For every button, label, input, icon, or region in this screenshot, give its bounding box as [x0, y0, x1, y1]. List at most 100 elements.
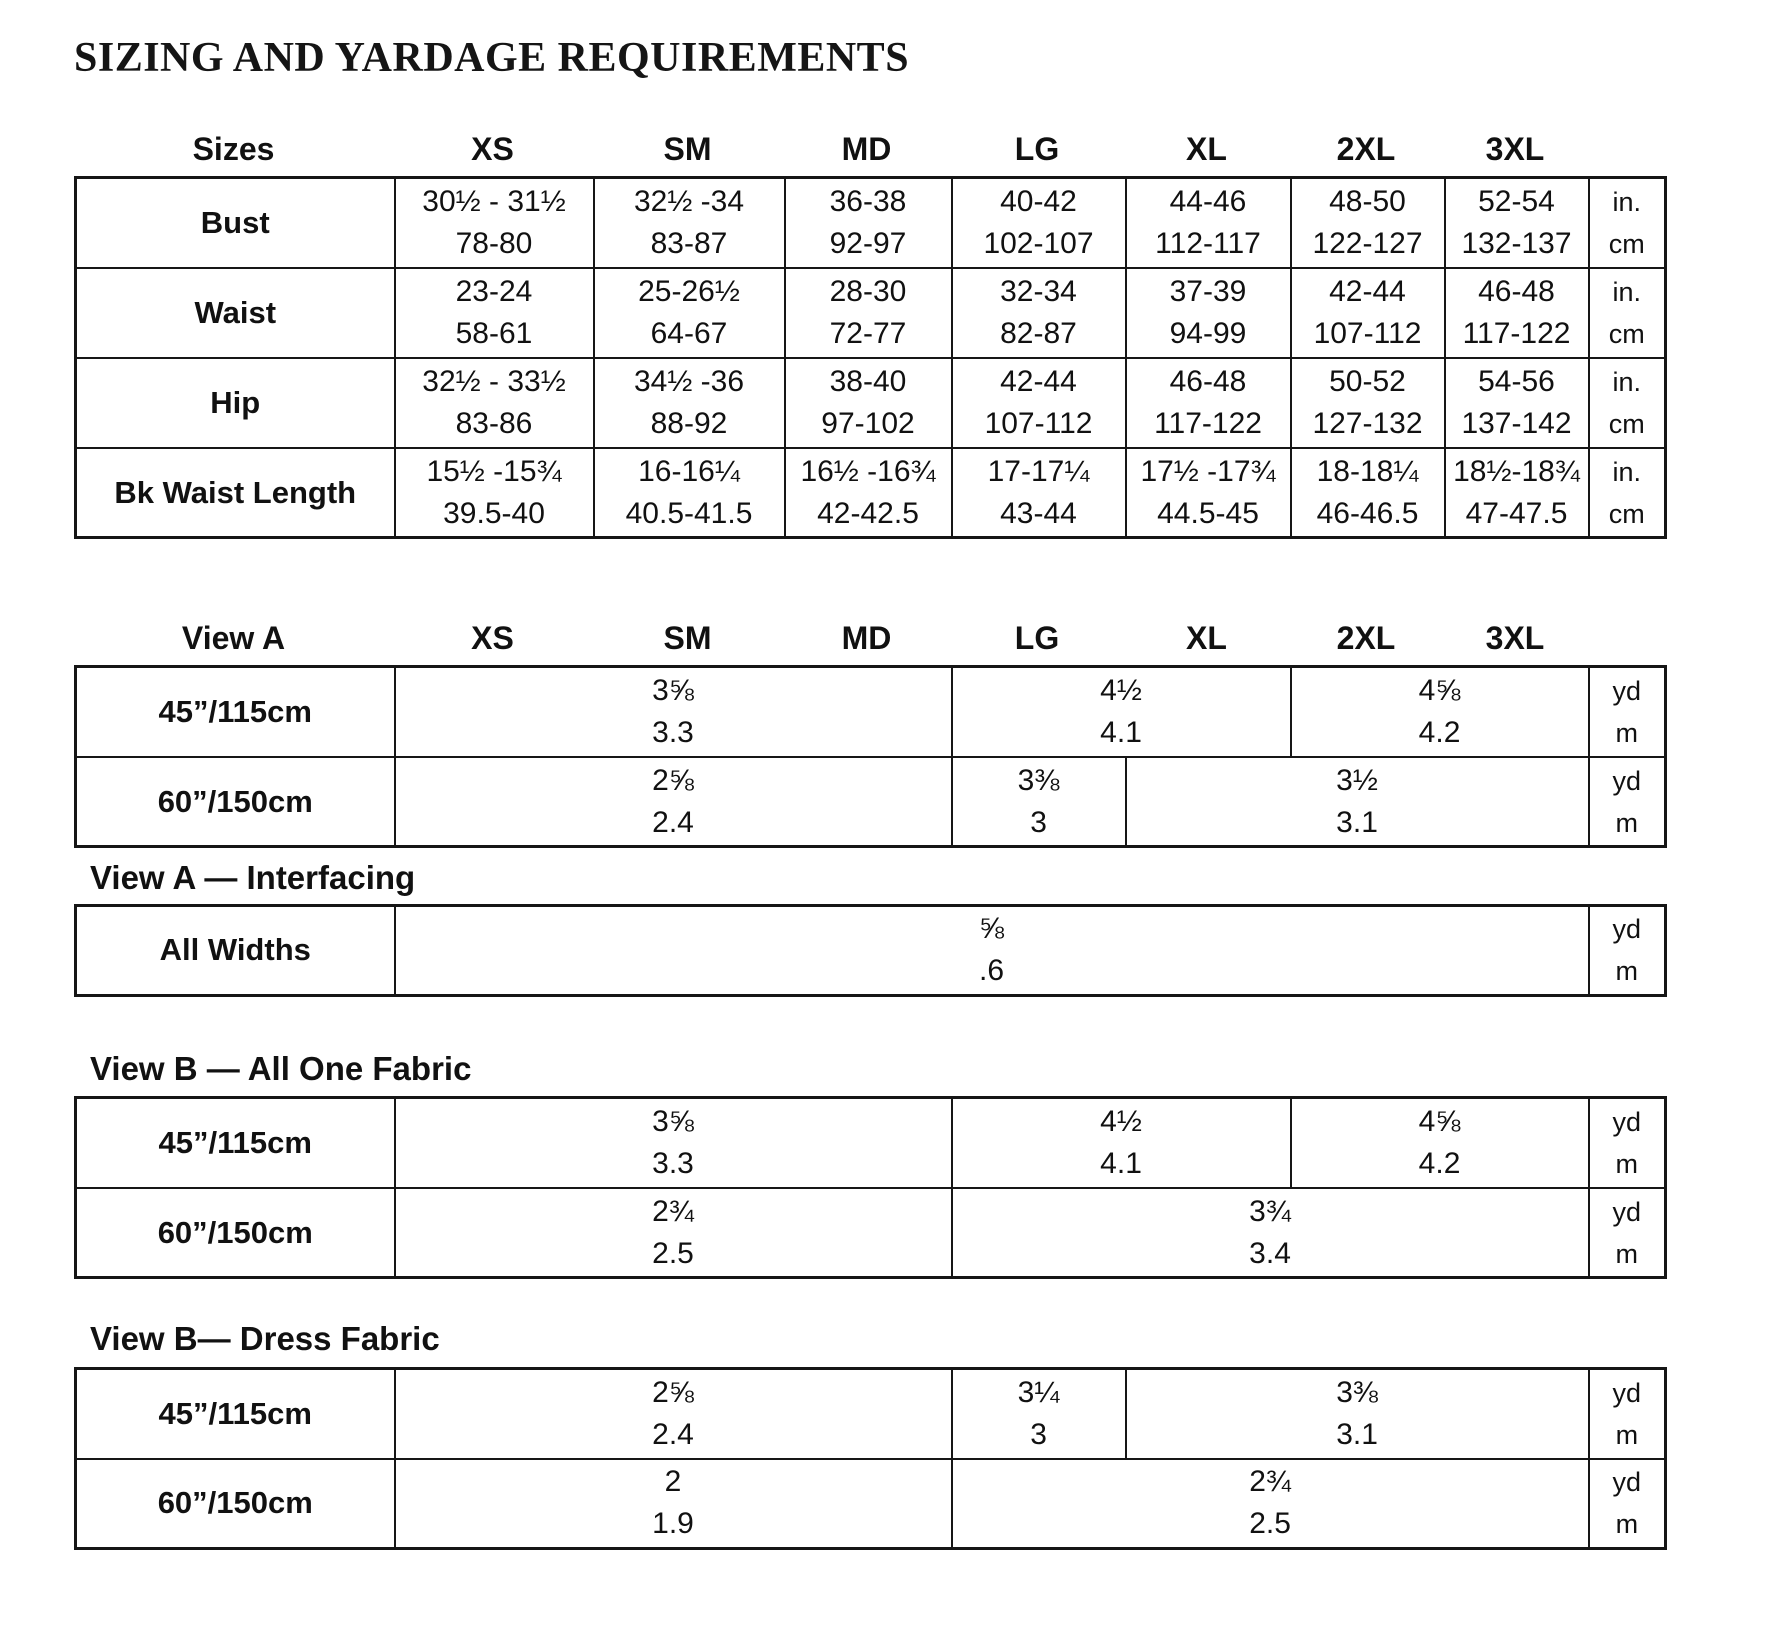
- fabric-width-label: 45”/115cm: [74, 1367, 396, 1460]
- yardage-cell: 2⅝ 2.4: [393, 1367, 953, 1460]
- view-b-dress-fabric-table: 45”/115cm 2⅝ 2.4 3¼ 3 3⅜ 3.1 yd m 60”/150cm …: [74, 1367, 1668, 1551]
- meters-value: 4.1: [1100, 716, 1142, 750]
- size-cell: 32½ - 33½ 83-86: [393, 356, 595, 449]
- size-cell: 42-44 107-112: [950, 356, 1127, 449]
- size-header-xl: XL: [1186, 131, 1227, 168]
- metric-value: 42-42.5: [817, 496, 919, 530]
- metric-value: 112-117: [1155, 227, 1261, 261]
- unit-yd: yd: [1612, 1377, 1642, 1408]
- table-row-60in: 60”/150cm 2⅝ 2.4 3⅜ 3 3½ 3.1 yd m: [74, 755, 1667, 848]
- header-row: Sizes XS SM MD LG XL 2XL 3XL: [74, 130, 1664, 176]
- metric-value: 83-87: [650, 227, 728, 261]
- size-header-2xl: 2XL: [1336, 620, 1396, 657]
- section-heading-view-b-all-one-fabric: View B — All One Fabric: [90, 1049, 472, 1087]
- sizing-table: Bust 30½ - 31½ 78-80 32½ -34 83-87 36-38 92…: [74, 176, 1667, 540]
- size-cell: 16½ -16¾ 42-42.5: [783, 446, 953, 539]
- size-cell: 37-39 94-99: [1124, 266, 1292, 359]
- size-cell: 23-24 58-61: [393, 266, 595, 359]
- imperial-value: 42-44: [1000, 364, 1077, 398]
- unit-yd: yd: [1612, 914, 1642, 945]
- imperial-value: 25-26½: [638, 274, 740, 308]
- unit-yd: yd: [1612, 1467, 1642, 1498]
- imperial-value: 15½ -15¾: [426, 454, 562, 488]
- table-row-60in: 60”/150cm 2¾ 2.5 3¾ 3.4 yd m: [74, 1186, 1667, 1279]
- yards-value: 3⅜: [1336, 1375, 1378, 1409]
- size-header-xs: XS: [471, 620, 514, 657]
- meters-value: 4.2: [1418, 716, 1461, 750]
- unit-m: m: [1615, 718, 1639, 749]
- size-cell: 15½ -15¾ 39.5-40: [393, 446, 595, 539]
- fabric-width-label: 60”/150cm: [74, 1457, 396, 1550]
- fabric-width-label: All Widths: [74, 904, 396, 997]
- header-row: View A XS SM MD LG XL 2XL 3XL: [74, 619, 1664, 665]
- yards-value: 3⅝: [652, 1105, 694, 1139]
- imperial-value: 23-24: [455, 274, 533, 308]
- metric-value: 107-112: [1313, 316, 1422, 350]
- size-header-sm: SM: [663, 131, 712, 168]
- size-cell: 30½ - 31½ 78-80: [393, 176, 595, 269]
- unit-m: m: [1615, 1509, 1639, 1540]
- yardage-cell: 2 1.9: [393, 1457, 953, 1550]
- unit-cell: yd m: [1587, 1367, 1667, 1460]
- metric-value: 88-92: [650, 406, 728, 440]
- corner-label-view-a: View A: [181, 620, 286, 657]
- size-cell: 16-16¼ 40.5-41.5: [592, 446, 786, 539]
- yards-value: 3⅜: [1017, 763, 1060, 797]
- imperial-value: 37-39: [1169, 274, 1247, 308]
- fabric-width-label: 60”/150cm: [74, 1186, 396, 1279]
- metric-value: 97-102: [821, 406, 915, 440]
- yards-value: 2¾: [652, 1194, 694, 1228]
- imperial-value: 48-50: [1329, 185, 1406, 219]
- imperial-value: 40-42: [1000, 185, 1077, 219]
- unit-cell: in. cm: [1587, 446, 1667, 539]
- meters-value: .6: [978, 954, 1005, 988]
- table-row-45in: 45”/115cm 2⅝ 2.4 3¼ 3 3⅜ 3.1 yd m: [74, 1367, 1667, 1460]
- unit-cell: yd m: [1587, 665, 1667, 758]
- meters-value: 3.1: [1336, 805, 1378, 839]
- unit-inches: in.: [1612, 456, 1642, 487]
- metric-value: 132-137: [1461, 227, 1572, 261]
- unit-header-spacer: [1587, 130, 1664, 176]
- yardage-cell: 4⅝ 4.2: [1289, 665, 1590, 758]
- imperial-value: 44-46: [1169, 185, 1247, 219]
- yardage-cell: 4½ 4.1: [950, 665, 1292, 758]
- metric-value: 127-132: [1312, 406, 1423, 440]
- metric-value: 83-86: [455, 406, 533, 440]
- unit-cell: yd m: [1587, 1457, 1667, 1550]
- metric-value: 40.5-41.5: [625, 496, 753, 530]
- size-cell: 52-54 132-137: [1443, 176, 1590, 269]
- yards-value: 3¼: [1017, 1375, 1060, 1409]
- yards-value: 4⅝: [1418, 674, 1461, 708]
- row-label: Bk Waist Length: [74, 446, 396, 539]
- imperial-value: 32½ - 33½: [422, 364, 566, 398]
- unit-cell: yd m: [1587, 1186, 1667, 1279]
- meters-value: 3.4: [1249, 1236, 1291, 1270]
- yards-value: 4½: [1100, 674, 1142, 708]
- size-header-3xl: 3XL: [1485, 620, 1545, 657]
- size-cell: 44-46 112-117: [1124, 176, 1292, 269]
- yardage-cell: 3¾ 3.4: [950, 1186, 1590, 1279]
- meters-value: 3: [1030, 1417, 1047, 1451]
- meters-value: 3.3: [652, 1147, 694, 1181]
- row-label: Bust: [74, 176, 396, 269]
- unit-inches: in.: [1612, 366, 1642, 397]
- table-row-bust: Bust 30½ - 31½ 78-80 32½ -34 83-87 36-38 92…: [74, 176, 1667, 269]
- fabric-width-label: 60”/150cm: [74, 755, 396, 848]
- imperial-value: 38-40: [829, 364, 907, 398]
- size-cell: 34½ -36 88-92: [592, 356, 786, 449]
- size-cell: 17½ -17¾ 44.5-45: [1124, 446, 1292, 539]
- yards-value: 2⅝: [652, 1375, 694, 1409]
- metric-value: 46-46.5: [1316, 496, 1419, 530]
- meters-value: 1.9: [652, 1507, 694, 1541]
- table-row-bk-waist-length: Bk Waist Length 15½ -15¾ 39.5-40 16-16¼ 40…: [74, 446, 1667, 539]
- meters-value: 3: [1030, 805, 1047, 839]
- section-heading-view-b-dress-fabric: View B— Dress Fabric: [90, 1320, 440, 1358]
- yardage-cell: ⅝ .6: [393, 904, 1590, 997]
- unit-yd: yd: [1612, 1196, 1642, 1227]
- size-header-3xl: 3XL: [1485, 131, 1545, 168]
- yards-value: 2⅝: [652, 763, 694, 797]
- imperial-value: 18½-18¾: [1453, 454, 1580, 488]
- size-header-md: MD: [841, 131, 892, 168]
- fabric-width-label: 45”/115cm: [74, 1096, 396, 1189]
- view-b-all-one-fabric-table: 45”/115cm 3⅝ 3.3 4½ 4.1 4⅝ 4.2 yd m 60”/150c…: [74, 1096, 1668, 1280]
